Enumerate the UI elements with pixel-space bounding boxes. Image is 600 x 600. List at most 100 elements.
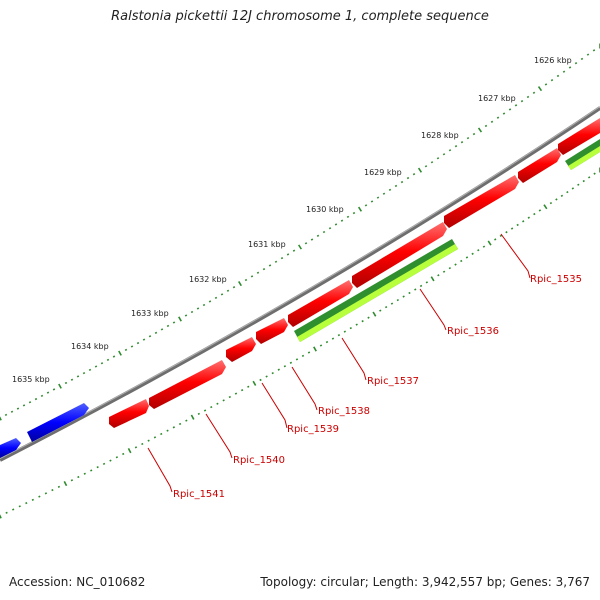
outer-ruler-minor-tick xyxy=(406,176,410,180)
inner-ruler-minor-tick xyxy=(185,419,188,422)
outer-ruler-minor-tick xyxy=(124,348,128,351)
inner-ruler-minor-tick xyxy=(122,452,125,456)
inner-ruler-minor-tick xyxy=(384,305,388,309)
inner-ruler-minor-tick xyxy=(331,337,335,340)
inner-ruler-minor-tick xyxy=(527,216,530,219)
gene-label-Rpic_1537: Rpic_1537 xyxy=(367,376,419,387)
inner-ruler-minor-tick xyxy=(390,302,394,305)
outer-ruler-minor-tick xyxy=(562,70,566,73)
gene-label-Rpic_1539: Rpic_1539 xyxy=(287,424,339,435)
inner-ruler-minor-tick xyxy=(228,395,231,399)
inner-ruler-minor-tick xyxy=(560,194,564,197)
outer-ruler-minor-tick xyxy=(442,153,446,156)
outer-ruler-minor-tick xyxy=(220,293,224,296)
outer-ruler-minor-tick xyxy=(448,149,452,152)
outer-ruler-minor-tick xyxy=(70,378,74,381)
outer-ruler-minor-tick xyxy=(172,321,176,324)
outer-ruler-minor-tick xyxy=(94,365,98,368)
outer-ruler-major-tick xyxy=(537,86,543,92)
inner-ruler-minor-tick xyxy=(349,327,352,330)
outer-ruler-minor-tick xyxy=(88,368,92,371)
inner-ruler-minor-tick xyxy=(31,498,35,501)
outer-ruler-minor-tick xyxy=(262,267,266,271)
outer-ruler-minor-tick xyxy=(376,196,380,199)
outer-ruler-minor-tick xyxy=(316,234,320,237)
inner-ruler-minor-tick xyxy=(25,501,28,505)
inner-ruler-minor-tick xyxy=(533,212,536,216)
chromosome-backbone xyxy=(0,106,600,462)
outer-ruler-minor-tick xyxy=(10,410,14,413)
inner-ruler-minor-tick xyxy=(70,479,74,482)
outer-ruler-minor-tick xyxy=(580,57,584,61)
inner-ruler-minor-tick xyxy=(482,245,486,248)
outer-ruler-minor-tick xyxy=(310,238,314,241)
inner-ruler-minor-tick xyxy=(295,358,299,361)
outer-ruler-minor-tick xyxy=(430,161,434,164)
inner-ruler-minor-tick xyxy=(57,485,61,488)
inner-ruler-minor-tick xyxy=(12,508,15,511)
gene-label-Rpic_1541: Rpic_1541 xyxy=(173,489,225,500)
inner-ruler-minor-tick xyxy=(402,295,405,298)
outer-ruler-minor-tick xyxy=(454,145,458,148)
gene-Rpic_1540 xyxy=(149,360,226,409)
inner-ruler-major-tick xyxy=(430,276,435,282)
outer-ruler-minor-tick xyxy=(496,116,500,119)
inner-ruler-minor-tick xyxy=(115,456,119,459)
ruler-label-1632: 1632 kbp xyxy=(189,275,227,284)
outer-ruler-minor-tick xyxy=(250,275,254,278)
outer-ruler-minor-tick xyxy=(244,278,248,282)
outer-ruler-minor-tick xyxy=(436,157,440,160)
outer-ruler-minor-tick xyxy=(568,66,572,69)
inner-ruler-minor-tick xyxy=(166,429,169,432)
outer-ruler-major-tick xyxy=(238,281,242,287)
outer-ruler-minor-tick xyxy=(508,108,512,111)
inner-ruler-minor-tick xyxy=(510,227,514,230)
inner-ruler-minor-tick xyxy=(240,389,244,392)
outer-ruler-minor-tick xyxy=(592,49,596,52)
inner-ruler-minor-tick xyxy=(343,330,347,333)
ruler-label-1631: 1631 kbp xyxy=(248,240,286,249)
outer-ruler-minor-tick xyxy=(484,124,488,128)
ruler-label-1628: 1628 kbp xyxy=(421,131,459,140)
inner-ruler-minor-tick xyxy=(414,288,417,291)
inner-ruler-minor-tick xyxy=(494,238,497,241)
inner-ruler-minor-tick xyxy=(265,375,268,378)
outer-ruler-minor-tick xyxy=(364,204,368,207)
inner-ruler-minor-tick xyxy=(522,220,525,223)
inner-ruler-minor-tick xyxy=(77,475,80,479)
outer-ruler-minor-tick xyxy=(544,83,548,86)
outer-ruler-major-tick xyxy=(417,167,423,173)
inner-ruler-minor-tick xyxy=(571,187,575,190)
inner-ruler-minor-tick xyxy=(271,371,274,375)
inner-ruler-minor-tick xyxy=(289,361,293,364)
inner-ruler-minor-tick xyxy=(460,259,463,263)
inner-ruler-minor-tick xyxy=(5,511,8,514)
inner-ruler-minor-tick xyxy=(301,354,305,358)
outer-ruler-minor-tick xyxy=(16,407,20,410)
outer-ruler-minor-tick xyxy=(82,372,86,375)
outer-ruler-major-tick xyxy=(0,416,2,421)
leader-lines xyxy=(147,233,531,493)
sequence-summary: Topology: circular; Length: 3,942,557 bp… xyxy=(260,575,590,589)
gene-label-Rpic_1535: Rpic_1535 xyxy=(530,274,582,285)
map-title: Ralstonia pickettii 12J chromosome 1, co… xyxy=(111,9,489,24)
rna-feature-2 xyxy=(565,139,600,170)
inner-ruler-minor-tick xyxy=(437,274,440,277)
outer-ruler-minor-tick xyxy=(352,211,356,215)
outer-ruler-minor-tick xyxy=(340,219,344,222)
ruler-label-1634: 1634 kbp xyxy=(71,342,109,351)
outer-ruler-minor-tick xyxy=(460,141,464,144)
inner-ruler-minor-tick xyxy=(577,183,580,186)
inner-ruler-minor-tick xyxy=(109,459,112,462)
outer-ruler-minor-tick xyxy=(28,401,32,404)
inner-ruler-minor-tick xyxy=(203,409,207,412)
inner-ruler-minor-tick xyxy=(337,333,341,337)
outer-ruler-minor-tick xyxy=(334,223,338,226)
inner-ruler-major-tick xyxy=(190,414,195,420)
outer-ruler-minor-tick xyxy=(532,91,536,94)
outer-ruler-minor-tick xyxy=(292,249,296,252)
inner-ruler-minor-tick xyxy=(471,252,474,255)
outer-ruler-minor-tick xyxy=(148,335,152,338)
inner-ruler-minor-tick xyxy=(587,176,591,179)
inner-ruler-minor-tick xyxy=(582,179,585,183)
